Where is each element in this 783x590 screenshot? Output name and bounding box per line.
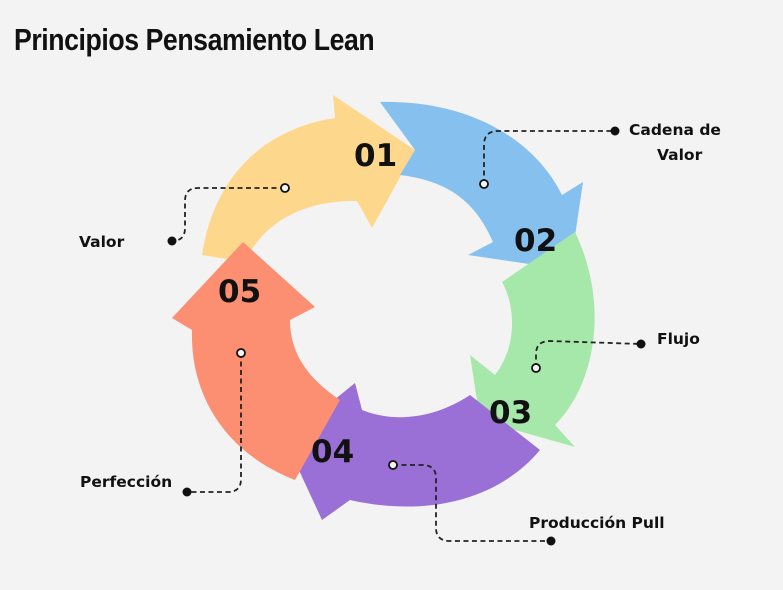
- step-03-number: 03: [489, 395, 532, 431]
- step-03-label-dot: [636, 339, 646, 349]
- step-02-number: 02: [514, 223, 557, 259]
- step-05-arrow: [172, 242, 340, 480]
- step-05-label-dot: [182, 487, 192, 497]
- step-04-label-dot: [546, 536, 556, 546]
- step-02-label-line-1: Cadena de: [629, 121, 721, 139]
- step-05-anchor-dot: [236, 348, 246, 358]
- step-04-anchor-dot: [388, 460, 398, 470]
- step-01-leader-line: [171, 187, 285, 242]
- page-title: Principios Pensamiento Lean: [14, 22, 375, 57]
- step-02-anchor-dot: [479, 179, 489, 189]
- step-02-label-line-2: Valor: [657, 146, 703, 164]
- step-02-label-dot: [610, 126, 620, 136]
- step-04-leader-line: [393, 464, 551, 542]
- step-04-number: 04: [311, 434, 354, 470]
- step-04-arrow: [285, 383, 540, 520]
- step-03-arrow: [470, 232, 595, 447]
- step-03-leader-line: [535, 340, 642, 368]
- step-03-anchor-dot: [531, 363, 541, 373]
- step-05-label: Perfección: [80, 473, 172, 491]
- step-01-label: Valor: [79, 233, 125, 251]
- step-04-label: Producción Pull: [529, 514, 665, 532]
- step-05-number: 05: [218, 274, 261, 310]
- step-01-anchor-dot: [280, 183, 290, 193]
- step-03-label: Flujo: [657, 330, 700, 348]
- step-01-label-dot: [167, 236, 177, 246]
- step-02-leader-line: [483, 130, 615, 184]
- step-01-number: 01: [354, 138, 397, 174]
- step-01-arrow: [202, 95, 415, 262]
- step-05-leader-line: [187, 353, 242, 493]
